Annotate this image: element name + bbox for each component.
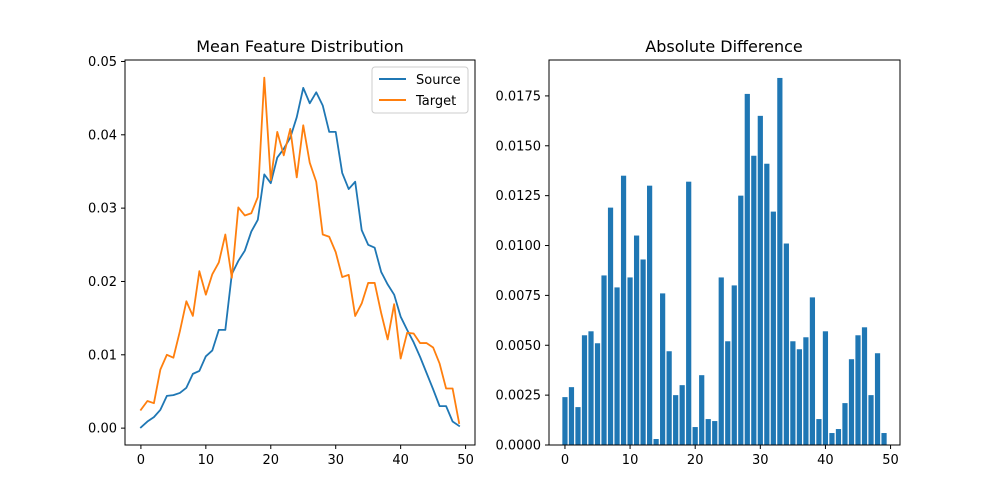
legend-label-target: Target bbox=[415, 94, 456, 109]
bar bbox=[822, 331, 829, 445]
series-line-target bbox=[139, 76, 461, 425]
bar bbox=[601, 275, 607, 445]
bar bbox=[614, 287, 620, 445]
bar-chart-x-tick-label: 0 bbox=[561, 453, 569, 468]
bar-chart-title: Absolute Difference bbox=[645, 37, 803, 56]
bar bbox=[842, 403, 848, 445]
bar bbox=[594, 343, 601, 445]
bar bbox=[796, 349, 802, 445]
line-chart-ticks: 0 10 20 30 40 50 0.00 0.01 0.02 0.03 0.04 0.05 bbox=[88, 55, 474, 468]
line-chart-y-tick-label: 0.05 bbox=[88, 55, 117, 70]
bar bbox=[770, 211, 776, 445]
bar-chart-x-tick-label: 50 bbox=[882, 453, 899, 468]
bar bbox=[803, 337, 809, 445]
legend-label-source: Source bbox=[416, 73, 461, 88]
bar bbox=[673, 395, 679, 445]
bar-chart-x-tick-label: 20 bbox=[687, 453, 704, 468]
bar bbox=[790, 341, 796, 445]
line-chart-x-tick-label: 40 bbox=[392, 453, 409, 468]
line-chart-x-tick-label: 10 bbox=[198, 453, 215, 468]
bar bbox=[692, 427, 698, 445]
bar bbox=[627, 277, 633, 445]
bar-chart-y-tick-label: 0.0050 bbox=[496, 339, 542, 354]
line-chart-plot bbox=[139, 76, 461, 429]
series-line-source bbox=[139, 86, 461, 429]
line-chart-x-tick-label: 50 bbox=[457, 453, 474, 468]
bar-chart-y-tick-label: 0.0150 bbox=[496, 139, 542, 154]
bar-chart-x-tick-label: 40 bbox=[817, 453, 834, 468]
bar-chart-x-tick-label: 10 bbox=[622, 453, 639, 468]
bar bbox=[829, 433, 835, 445]
bar-chart-axes-frame bbox=[548, 59, 901, 446]
bar bbox=[620, 175, 627, 445]
bar bbox=[764, 163, 770, 446]
bar bbox=[809, 297, 816, 445]
line-chart-y-tick-label: 0.02 bbox=[88, 275, 117, 290]
line-chart-panel: Mean Feature Distribution 0 10 20 30 40 50 0.0… bbox=[88, 37, 476, 468]
bar bbox=[633, 235, 640, 445]
bar bbox=[757, 115, 763, 445]
line-chart-axes-frame bbox=[124, 59, 476, 446]
bar bbox=[679, 385, 685, 445]
bar bbox=[575, 407, 581, 445]
bar bbox=[848, 359, 855, 445]
line-chart-y-tick-label: 0.00 bbox=[88, 422, 117, 437]
bar bbox=[705, 419, 711, 445]
legend: Source Target bbox=[371, 66, 469, 114]
bar-chart-plot bbox=[562, 77, 887, 446]
bar bbox=[562, 397, 568, 445]
bar bbox=[588, 331, 594, 445]
bar bbox=[568, 387, 575, 445]
bar bbox=[699, 375, 705, 445]
bar bbox=[607, 207, 614, 445]
bar bbox=[660, 293, 666, 445]
bar-chart-panel: Absolute Difference 0 10 20 30 40 50 0.0000 0.0… bbox=[496, 37, 901, 468]
bar-chart-x-tick-label: 30 bbox=[752, 453, 769, 468]
bar-chart-y-tick-label: 0.0175 bbox=[496, 89, 542, 104]
line-chart-x-tick-label: 20 bbox=[263, 453, 280, 468]
line-chart-title: Mean Feature Distribution bbox=[196, 37, 404, 56]
bar bbox=[731, 285, 737, 445]
line-chart-y-tick-label: 0.04 bbox=[88, 128, 117, 143]
bar bbox=[640, 259, 646, 445]
bar-chart-y-tick-label: 0.0000 bbox=[496, 439, 542, 454]
bar bbox=[712, 421, 718, 445]
bar bbox=[581, 335, 588, 445]
bar bbox=[783, 243, 789, 445]
bar bbox=[653, 439, 659, 445]
bar bbox=[855, 335, 861, 445]
bar-chart-ticks: 0 10 20 30 40 50 0.0000 0.0025 0.0050 0.0075 0.010… bbox=[496, 89, 899, 468]
bar bbox=[647, 185, 653, 446]
bar bbox=[874, 353, 881, 445]
bar bbox=[751, 155, 757, 445]
bar-chart-y-tick-label: 0.0075 bbox=[496, 289, 542, 304]
bar bbox=[777, 77, 783, 445]
line-chart-x-tick-label: 0 bbox=[137, 453, 145, 468]
bar bbox=[686, 181, 692, 445]
bar bbox=[881, 433, 887, 445]
bar bbox=[816, 419, 822, 445]
bar-chart-y-tick-label: 0.0125 bbox=[496, 189, 542, 204]
line-chart-y-tick-label: 0.03 bbox=[88, 202, 117, 217]
bar bbox=[738, 195, 744, 445]
line-chart-x-tick-label: 30 bbox=[327, 453, 344, 468]
bar bbox=[861, 327, 868, 445]
bar bbox=[744, 93, 750, 445]
line-chart-y-tick-label: 0.01 bbox=[88, 348, 117, 363]
bar bbox=[835, 429, 842, 445]
bar bbox=[718, 277, 724, 445]
bar bbox=[868, 395, 874, 445]
bar bbox=[666, 351, 672, 445]
bar bbox=[725, 341, 731, 445]
bar-chart-y-tick-label: 0.0100 bbox=[496, 239, 542, 254]
bar-chart-y-tick-label: 0.0025 bbox=[496, 389, 542, 404]
